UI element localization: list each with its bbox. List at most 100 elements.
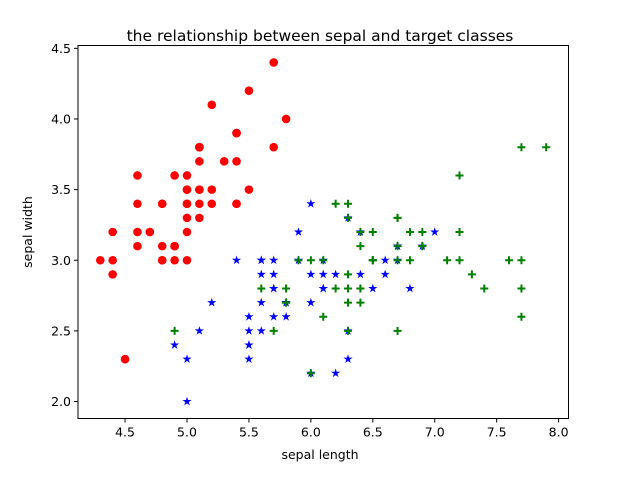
versicolor-point xyxy=(244,326,254,335)
setosa-point xyxy=(244,86,254,96)
setosa-point xyxy=(182,199,192,209)
setosa-point xyxy=(108,255,117,265)
setosa-point xyxy=(207,185,217,194)
virginica-point xyxy=(505,256,514,265)
series-virginica xyxy=(170,143,551,378)
virginica-point xyxy=(480,284,489,293)
virginica-point xyxy=(331,284,340,293)
versicolor-point xyxy=(368,283,378,293)
setosa-point xyxy=(195,142,204,152)
versicolor-point xyxy=(430,227,440,236)
setosa-point xyxy=(244,185,254,194)
plot-area xyxy=(78,45,569,419)
y-tick-label: 2.0 xyxy=(51,394,71,409)
setosa-point xyxy=(195,157,204,166)
points-layer xyxy=(95,58,551,406)
plot-frame xyxy=(77,45,569,419)
versicolor-point xyxy=(170,340,180,349)
versicolor-point xyxy=(256,269,266,279)
x-tick-label: 5.5 xyxy=(239,425,259,440)
x-tick-label: 7.0 xyxy=(425,425,445,440)
versicolor-point xyxy=(182,354,192,364)
x-tick-label: 4.5 xyxy=(115,425,135,440)
virginica-point xyxy=(344,199,353,208)
x-tick-label: 8.0 xyxy=(549,425,569,440)
versicolor-point xyxy=(318,269,328,279)
virginica-point xyxy=(393,242,402,251)
versicolor-point xyxy=(269,255,279,265)
virginica-point xyxy=(306,369,315,378)
versicolor-point xyxy=(331,269,341,279)
setosa-point xyxy=(182,213,192,223)
setosa-point xyxy=(133,227,142,237)
x-axis-ticks: 4.5 5.0 5.5 6.0 6.5 7.0 7.5 8.0 xyxy=(115,418,569,440)
setosa-point xyxy=(281,114,291,124)
virginica-point xyxy=(294,256,303,265)
setosa-point xyxy=(133,199,142,209)
y-axis-label: sepal width xyxy=(20,196,35,268)
setosa-point xyxy=(195,213,204,223)
versicolor-point xyxy=(343,354,353,364)
versicolor-point xyxy=(244,354,254,364)
virginica-point xyxy=(319,312,328,321)
virginica-point xyxy=(170,326,179,335)
versicolor-point xyxy=(380,255,390,265)
versicolor-point xyxy=(256,255,266,265)
setosa-point xyxy=(232,199,241,209)
virginica-point xyxy=(467,270,476,279)
virginica-point xyxy=(356,298,365,307)
x-tick-label: 6.0 xyxy=(301,425,321,440)
setosa-point xyxy=(182,185,192,194)
x-tick-label: 5.0 xyxy=(177,425,197,440)
versicolor-point xyxy=(405,283,415,293)
versicolor-point xyxy=(306,297,316,307)
versicolor-point xyxy=(244,311,254,321)
virginica-point xyxy=(405,228,414,236)
y-tick-label: 3.5 xyxy=(51,182,71,197)
virginica-point xyxy=(344,326,353,335)
y-tick-label: 2.5 xyxy=(51,323,71,338)
versicolor-point xyxy=(194,326,204,335)
versicolor-point xyxy=(269,283,279,293)
versicolor-point xyxy=(355,269,365,279)
versicolor-point xyxy=(281,311,291,321)
setosa-point xyxy=(170,171,179,180)
virginica-point xyxy=(319,256,328,265)
versicolor-point xyxy=(244,340,254,349)
virginica-point xyxy=(517,312,526,321)
series-setosa xyxy=(95,58,291,364)
setosa-point xyxy=(195,185,204,194)
x-tick-label: 7.5 xyxy=(487,425,507,440)
setosa-point xyxy=(108,227,117,237)
virginica-point xyxy=(393,213,402,222)
setosa-point xyxy=(232,157,241,166)
versicolor-point xyxy=(380,269,390,279)
setosa-point xyxy=(157,241,167,251)
virginica-point xyxy=(356,228,365,236)
setosa-point xyxy=(207,100,217,110)
y-tick-label: 4.5 xyxy=(51,41,71,56)
virginica-point xyxy=(257,284,266,293)
versicolor-point xyxy=(207,297,217,307)
virginica-point xyxy=(455,256,464,265)
versicolor-point xyxy=(306,269,316,279)
setosa-point xyxy=(120,354,130,364)
y-axis-ticks: 2.0 2.5 3.0 3.5 4.0 4.5 xyxy=(51,41,78,409)
virginica-point xyxy=(517,143,526,152)
virginica-point xyxy=(455,228,464,236)
setosa-point xyxy=(95,255,105,265)
x-tick-label: 6.5 xyxy=(363,425,383,440)
virginica-point xyxy=(542,143,551,152)
virginica-point xyxy=(344,213,353,222)
virginica-point xyxy=(455,171,464,180)
setosa-point xyxy=(182,171,192,180)
virginica-point xyxy=(418,228,427,236)
setosa-point xyxy=(170,255,179,265)
setosa-point xyxy=(182,255,192,265)
setosa-point xyxy=(232,128,241,138)
y-tick-label: 3.0 xyxy=(51,253,71,268)
virginica-point xyxy=(405,256,414,265)
virginica-point xyxy=(393,256,402,265)
